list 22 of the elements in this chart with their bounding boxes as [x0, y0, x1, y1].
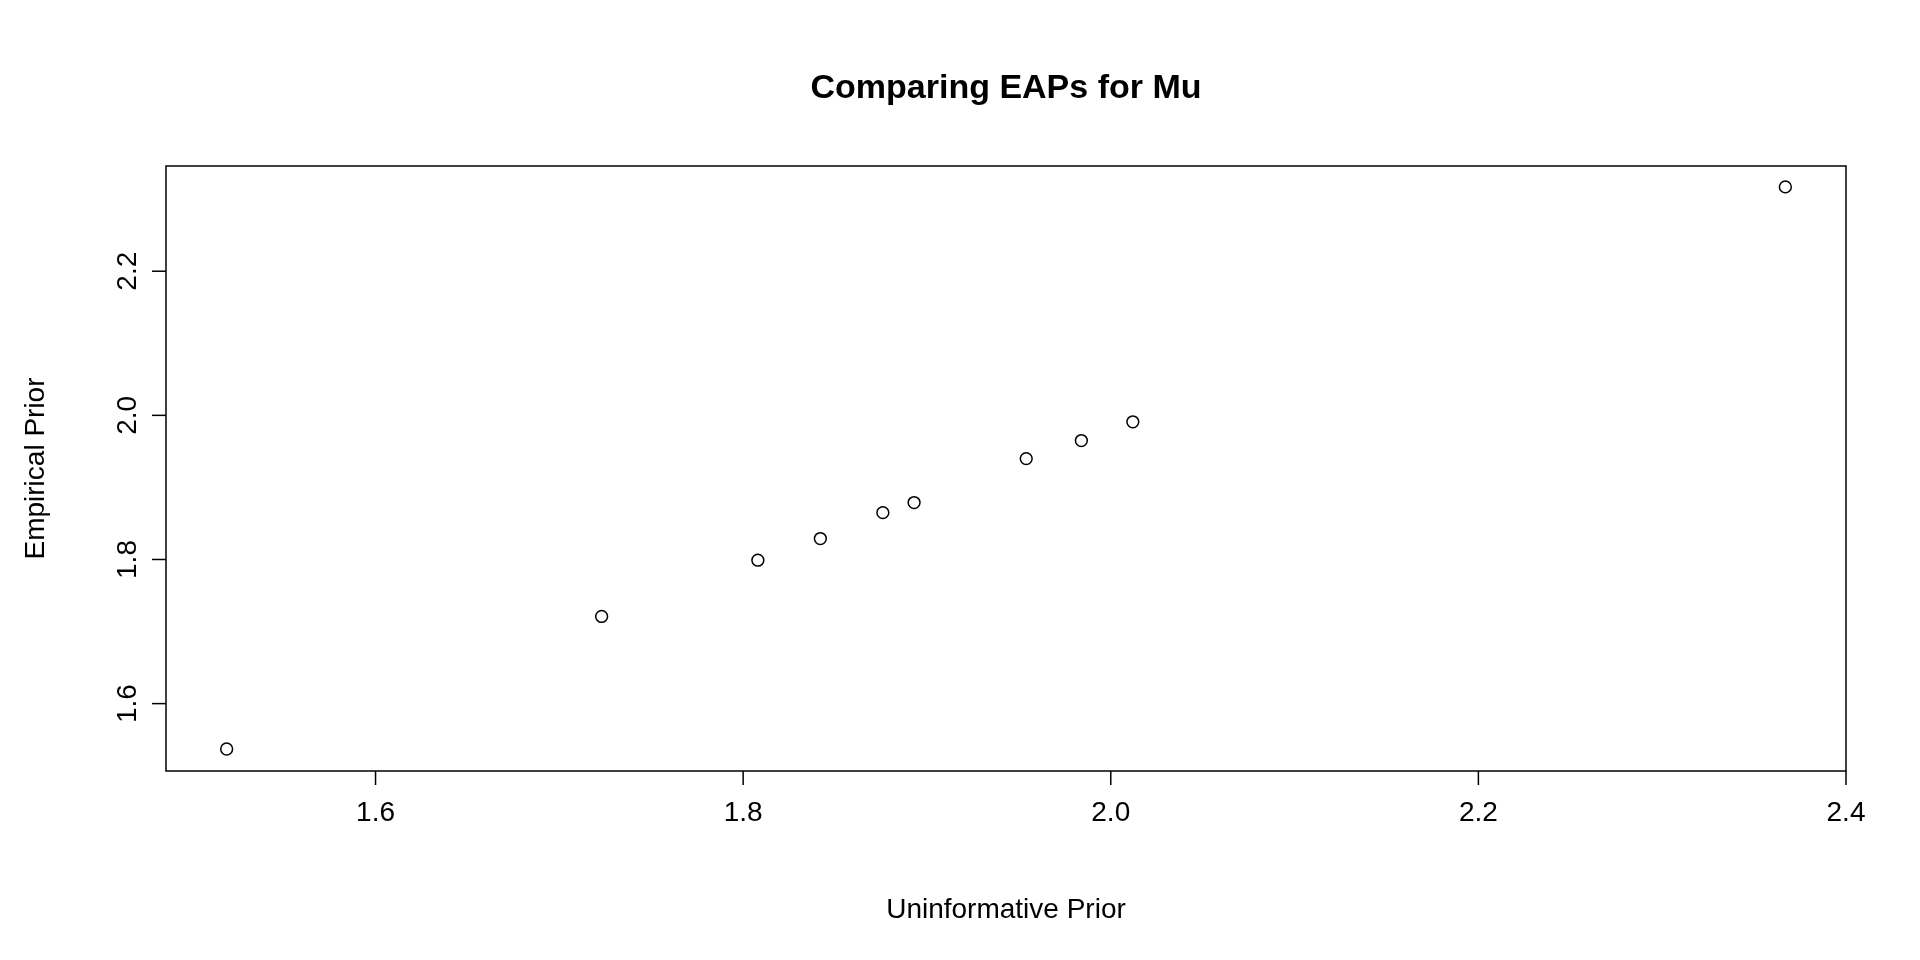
- y-tick-label: 1.6: [111, 684, 142, 724]
- point: [1074, 433, 1089, 448]
- y-tick-label: 1.8: [111, 540, 142, 579]
- point: [876, 505, 890, 520]
- y-axis-title: Empirical Prior: [19, 377, 50, 560]
- x-axis-title: Uninformative Prior: [886, 893, 1126, 924]
- x-tick-label: 1.6: [356, 796, 396, 827]
- point: [907, 495, 921, 510]
- chart-title: Comparing EAPs for Mu: [810, 67, 1202, 105]
- point: [219, 742, 234, 756]
- point: [813, 531, 828, 546]
- x-tick-label: 1.8: [723, 796, 763, 827]
- x-tick-label: 2.2: [1458, 796, 1498, 827]
- point: [1778, 180, 1793, 194]
- x-tick-label: 2.4: [1826, 796, 1866, 827]
- point: [1019, 451, 1033, 466]
- point: [1126, 415, 1140, 429]
- x-tick-label: 2.0: [1091, 796, 1131, 827]
- y-tick-label: 2.2: [111, 251, 142, 291]
- point: [751, 553, 765, 567]
- y-tick-label: 2.0: [111, 395, 142, 435]
- point: [594, 609, 609, 624]
